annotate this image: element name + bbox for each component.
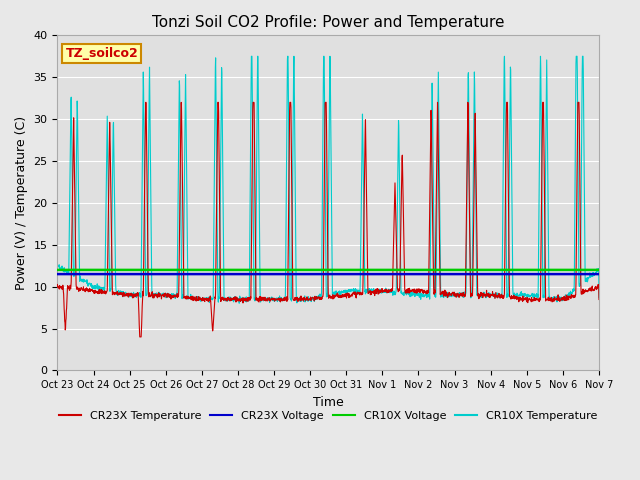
X-axis label: Time: Time <box>313 396 344 408</box>
Text: TZ_soilco2: TZ_soilco2 <box>65 47 138 60</box>
Y-axis label: Power (V) / Temperature (C): Power (V) / Temperature (C) <box>15 116 28 290</box>
Title: Tonzi Soil CO2 Profile: Power and Temperature: Tonzi Soil CO2 Profile: Power and Temper… <box>152 15 504 30</box>
Legend: CR23X Temperature, CR23X Voltage, CR10X Voltage, CR10X Temperature: CR23X Temperature, CR23X Voltage, CR10X … <box>54 406 602 425</box>
